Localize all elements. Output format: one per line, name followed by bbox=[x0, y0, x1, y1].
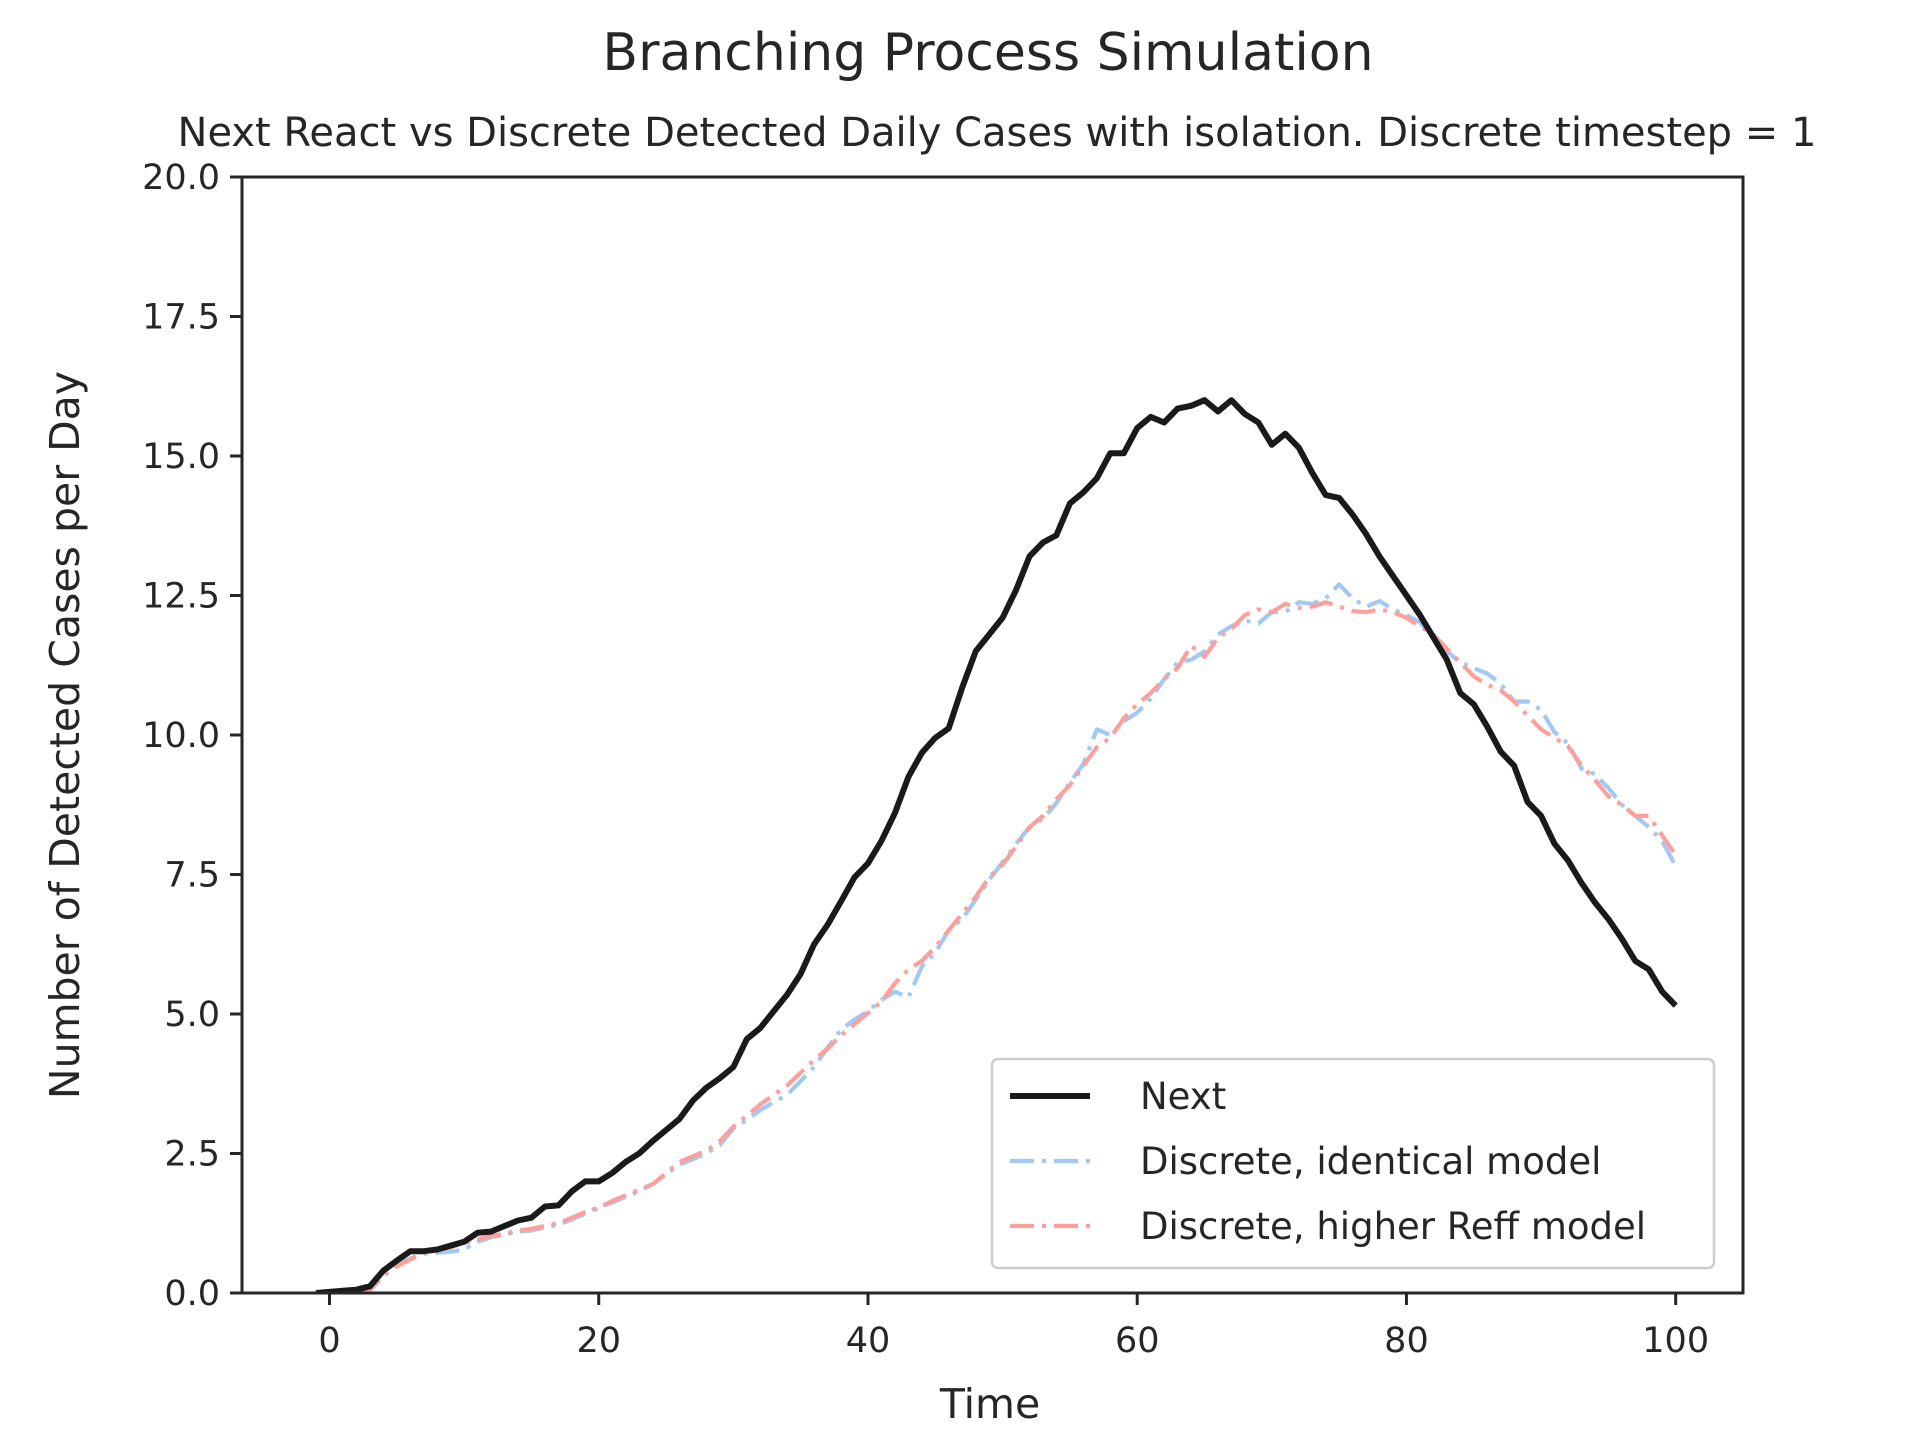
legend-label-discrete-higher-reff-model: Discrete, higher Reff model bbox=[1140, 1205, 1646, 1248]
y-tick-label: 17.5 bbox=[142, 298, 220, 338]
y-tick-label: 20.0 bbox=[142, 158, 220, 198]
y-tick-label: 0.0 bbox=[164, 1274, 220, 1314]
y-tick-label: 12.5 bbox=[142, 577, 220, 617]
y-tick-label: 5.0 bbox=[164, 995, 220, 1035]
x-tick-label: 20 bbox=[576, 1321, 621, 1361]
legend-label-discrete-identical-model: Discrete, identical model bbox=[1140, 1140, 1601, 1183]
x-tick-label: 40 bbox=[846, 1321, 891, 1361]
x-tick-label: 60 bbox=[1115, 1321, 1160, 1361]
y-tick-label: 2.5 bbox=[164, 1135, 220, 1175]
x-tick-label: 0 bbox=[318, 1321, 340, 1361]
chart-title: Next React vs Discrete Detected Daily Ca… bbox=[178, 110, 1817, 156]
x-tick-label: 100 bbox=[1642, 1321, 1709, 1361]
x-axis-label: Time bbox=[939, 1380, 1040, 1428]
y-axis-label: Number of Detected Cases per Day bbox=[41, 371, 89, 1099]
series-line-next bbox=[315, 397, 1678, 1293]
series-line-discrete-higher-reff-model bbox=[316, 600, 1678, 1293]
x-tick-label: 80 bbox=[1384, 1321, 1429, 1361]
legend-label-next: Next bbox=[1140, 1075, 1226, 1118]
legend: Next Discrete, identical model Discrete, h… bbox=[990, 1057, 1716, 1270]
chart-suptitle: Branching Process Simulation bbox=[602, 23, 1373, 83]
y-tick-label: 10.0 bbox=[142, 716, 220, 756]
y-tick-label: 7.5 bbox=[164, 856, 220, 896]
y-tick-label: 15.0 bbox=[142, 437, 220, 477]
legend-box bbox=[990, 1057, 1716, 1270]
plot-area bbox=[315, 397, 1678, 1293]
